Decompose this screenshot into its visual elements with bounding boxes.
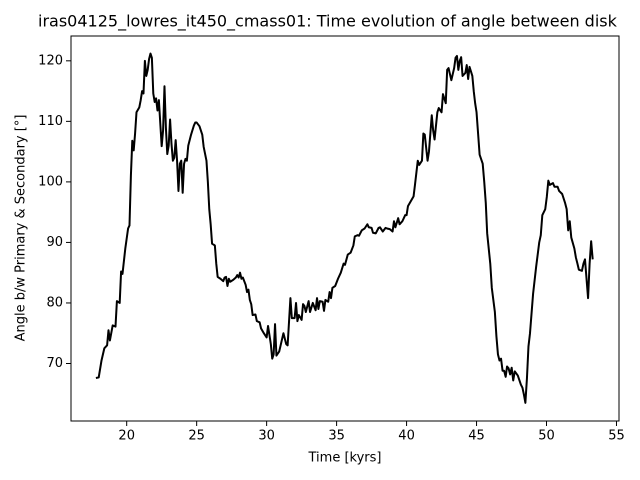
y-tick-label: 120	[38, 53, 63, 68]
y-tick-label: 90	[46, 235, 63, 250]
data-line	[95, 52, 594, 404]
x-axis-label: Time [kyrs]	[308, 451, 382, 466]
x-tick-label: 40	[398, 429, 415, 444]
x-tick-label: 25	[188, 429, 205, 444]
axes-frame	[70, 35, 620, 422]
y-tick-label: 100	[38, 174, 63, 189]
y-tick-label: 70	[46, 356, 63, 371]
x-tick-label: 35	[328, 429, 345, 444]
x-tick-label: 50	[538, 429, 555, 444]
y-tick-label: 80	[46, 295, 63, 310]
x-tick-label: 45	[468, 429, 485, 444]
chart-title: iras04125_lowres_it450_cmass01: Time evo…	[38, 12, 618, 32]
y-axis-label: Angle b/w Primary & Secondary [°]	[14, 115, 29, 342]
x-tick-label: 55	[608, 429, 625, 444]
x-tick-label: 30	[258, 429, 275, 444]
y-tick-label: 110	[38, 114, 63, 129]
x-tick-label: 20	[118, 429, 135, 444]
